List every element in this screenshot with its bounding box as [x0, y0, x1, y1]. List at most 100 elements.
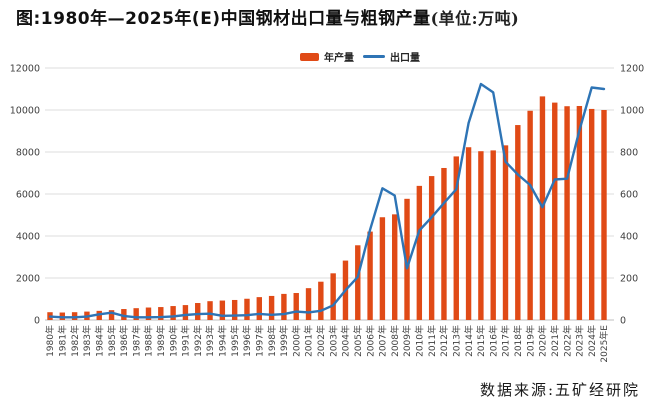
production-bar — [121, 309, 127, 320]
left-axis-tick: 8000 — [16, 148, 40, 159]
production-bar — [170, 306, 176, 320]
production-bar — [281, 293, 287, 320]
x-axis-label: 1987年 — [130, 325, 142, 357]
export-swatch-icon — [363, 55, 385, 58]
legend-production-label: 年产量 — [324, 53, 354, 64]
left-axis-tick: 2000 — [16, 274, 40, 285]
x-axis-label: 2005年 — [352, 325, 364, 357]
x-axis-label: 2004年 — [340, 325, 352, 357]
x-axis-label: 1982年 — [69, 325, 81, 357]
right-axis-tick: 800 — [620, 148, 638, 159]
production-bar — [576, 105, 583, 320]
x-axis-label: 1980年 — [44, 325, 56, 357]
x-axis-label: 1989年 — [155, 325, 167, 357]
production-bar — [416, 185, 423, 320]
x-axis-label: 2009年 — [401, 325, 413, 357]
x-axis-label: 2014年 — [463, 325, 475, 357]
x-axis-label: 2013年 — [450, 325, 462, 357]
production-bar — [330, 273, 336, 320]
production-bar — [71, 312, 78, 320]
production-bar — [379, 217, 386, 320]
x-axis-label: 1993年 — [204, 325, 216, 357]
production-bar — [441, 167, 447, 320]
production-bar — [601, 110, 607, 320]
right-axis-tick: 200 — [620, 274, 638, 285]
export-line — [48, 82, 606, 319]
x-axis-label: 2006年 — [364, 325, 376, 357]
production-bar — [318, 281, 324, 320]
x-axis-label: 2010年 — [414, 325, 426, 357]
right-axis-tick: 1200 — [620, 64, 644, 75]
legend-item-production: 年产量 — [300, 49, 354, 64]
production-bar — [355, 245, 361, 320]
x-axis-label: 2025年E — [598, 325, 610, 363]
x-axis-label: 2023年 — [574, 325, 586, 357]
x-axis-label: 1994年 — [217, 325, 229, 357]
legend-export-label: 出口量 — [390, 53, 420, 64]
x-axis-label: 1990年 — [167, 325, 179, 357]
right-axis-tick: 400 — [620, 232, 638, 243]
x-axis-label: 1988年 — [143, 325, 155, 357]
right-axis-tick: 600 — [620, 190, 638, 201]
x-axis-label: 2017年 — [500, 325, 512, 357]
production-bar — [515, 125, 521, 320]
x-axis-label: 2019年 — [524, 325, 536, 357]
right-axis-tick: 0 — [620, 316, 626, 327]
x-axis-label: 2015年 — [475, 325, 487, 357]
production-bar — [453, 156, 459, 320]
production-bar — [231, 299, 238, 320]
left-axis-tick: 6000 — [16, 190, 40, 201]
production-bar — [108, 310, 115, 320]
production-swatch-icon — [300, 52, 319, 61]
x-axis-label: 1986年 — [118, 325, 130, 357]
x-axis-label: 2011年 — [426, 325, 438, 357]
x-axis-label: 1983年 — [81, 325, 93, 357]
chart-title-unit: (单位:万吨) — [430, 9, 520, 28]
production-bar — [133, 308, 139, 320]
production-bar — [490, 150, 496, 320]
x-axis-label: 1995年 — [229, 325, 241, 357]
production-bar — [502, 145, 509, 320]
x-axis-label: 2016年 — [487, 325, 499, 357]
x-axis-label: 1991年 — [180, 325, 192, 357]
production-bar — [219, 300, 226, 320]
production-bar — [552, 102, 558, 320]
x-axis-label: 1992年 — [192, 325, 204, 357]
x-axis-label: 1981年 — [57, 325, 69, 357]
production-bar — [244, 298, 250, 320]
x-axis-label: 2022年 — [561, 325, 573, 357]
x-axis-label: 2003年 — [327, 325, 339, 357]
production-bar — [182, 305, 189, 320]
production-bar — [367, 231, 373, 320]
production-bar — [268, 295, 275, 320]
x-axis-label: 2018年 — [512, 325, 524, 357]
right-axis-tick: 1000 — [620, 106, 644, 117]
production-bar — [293, 293, 299, 320]
production-bar — [465, 147, 472, 320]
chart-legend: 年产量 出口量 — [30, 49, 660, 64]
production-bar — [527, 110, 533, 320]
production-bar — [392, 214, 398, 320]
x-axis-label: 1984年 — [93, 325, 105, 357]
production-bar — [256, 297, 262, 320]
production-bar — [428, 176, 435, 320]
production-bar — [207, 301, 213, 320]
chart-title: 图:1980年—2025年(E)中国钢材出口量与粗钢产量(单位:万吨) — [16, 4, 519, 29]
x-axis-label: 2024年 — [586, 325, 598, 357]
production-bar — [158, 307, 164, 320]
x-axis-label: 2000年 — [290, 325, 302, 357]
production-bar — [564, 106, 570, 320]
x-axis-label: 2007年 — [377, 325, 389, 357]
left-axis-tick: 4000 — [16, 232, 40, 243]
x-axis-label: 2021年 — [549, 325, 561, 357]
x-axis-label: 2020年 — [537, 325, 549, 357]
left-axis-tick: 0 — [34, 316, 40, 327]
legend-item-export: 出口量 — [363, 49, 420, 64]
production-bar — [478, 151, 484, 320]
x-axis-label: 2008年 — [389, 325, 401, 357]
x-axis-label: 1996年 — [241, 325, 253, 357]
data-source: 数据来源:五矿经研院 — [479, 381, 640, 399]
x-axis-label: 1998年 — [266, 325, 278, 357]
combo-chart-plot: 0 0 2000 200 4000 400 6000 600 8000 800 10000 1000 1… — [10, 64, 644, 363]
